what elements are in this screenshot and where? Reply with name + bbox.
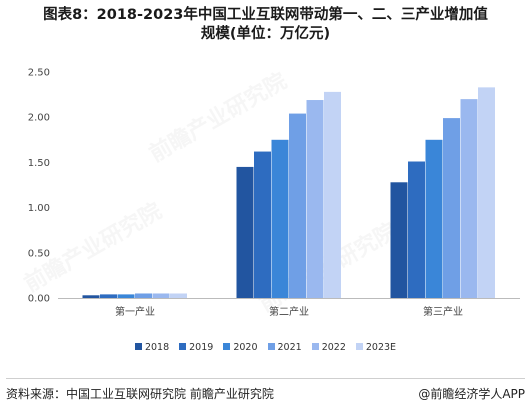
legend-item-2018: 2018 <box>134 342 170 353</box>
legend-swatch <box>355 343 363 350</box>
bar-2018-第二产业 <box>236 166 254 298</box>
legend-swatch <box>179 343 187 350</box>
legend-item-2023E: 2023E <box>355 342 397 353</box>
bar-2020-第三产业 <box>425 139 443 298</box>
bar-2022-第二产业 <box>306 100 324 298</box>
bar-2019-第一产业 <box>100 294 117 298</box>
brand-text: @前瞻经济学人APP <box>418 387 525 401</box>
chart-title: 图表8：2018-2023年中国工业互联网带动第一、二、三产业增加值 规模(单位… <box>4 6 527 44</box>
brand-credit: @前瞻经济学人APP <box>416 385 525 402</box>
y-tick-label: 1.00 <box>28 203 50 214</box>
title-line-1: 图表8：2018-2023年中国工业互联网带动第一、二、三产业增加值 <box>43 7 488 23</box>
legend-label: 2020 <box>233 342 258 353</box>
legend-swatch <box>223 343 231 350</box>
bar-2018-第一产业 <box>82 295 100 298</box>
x-tick-label: 第一产业 <box>115 305 155 318</box>
legend-label: 2019 <box>189 342 214 353</box>
y-tick-label: 0.00 <box>28 294 50 305</box>
chart-legend: 2018 2019 2020 2021 2022 2023E <box>0 342 531 353</box>
source-text: 资料来源：中国工业互联网研究院 前瞻产业研究院 <box>6 387 274 401</box>
bar-2023E-第二产业 <box>324 91 341 298</box>
legend-item-2021: 2021 <box>267 342 302 353</box>
legend-item-2019: 2019 <box>179 342 213 353</box>
legend-swatch <box>134 343 142 350</box>
legend-swatch <box>267 343 275 350</box>
bar-2020-第一产业 <box>117 294 135 298</box>
bar-2020-第二产业 <box>271 139 289 298</box>
x-tick-label: 第三产业 <box>423 305 463 318</box>
bar-2021-第一产业 <box>135 293 152 298</box>
y-tick-label: 2.00 <box>28 113 50 124</box>
bar-2022-第一产业 <box>152 293 170 298</box>
legend-label: 2021 <box>277 342 302 353</box>
y-tick-label: 2.50 <box>28 68 50 79</box>
y-tick-label: 1.50 <box>28 158 50 169</box>
bar-2022-第三产业 <box>460 99 478 299</box>
title-line-2: 规模(单位：万亿元) <box>200 26 331 42</box>
bar-2023E-第一产业 <box>170 293 187 298</box>
legend-item-2020: 2020 <box>223 342 258 353</box>
legend-label: 2023E <box>365 342 397 353</box>
bar-2019-第三产业 <box>408 161 425 298</box>
y-tick-label: 0.50 <box>28 248 50 259</box>
legend-label: 2022 <box>321 342 346 353</box>
bar-2021-第三产业 <box>443 118 460 298</box>
bar-2019-第二产业 <box>254 151 271 298</box>
bar-2023E-第三产业 <box>478 87 495 298</box>
legend-label: 2018 <box>144 342 170 353</box>
legend-item-2022: 2022 <box>311 342 346 353</box>
x-tick-label: 第二产业 <box>269 305 309 318</box>
legend-swatch <box>311 343 319 350</box>
bar-2018-第三产业 <box>390 182 408 298</box>
bar-chart: 0.00 0.50 1.00 1.50 2.00 2.50 第一产业 第二产业 第三产业 <box>28 68 520 318</box>
bar-2021-第二产业 <box>289 113 306 298</box>
footer-divider <box>6 378 525 379</box>
